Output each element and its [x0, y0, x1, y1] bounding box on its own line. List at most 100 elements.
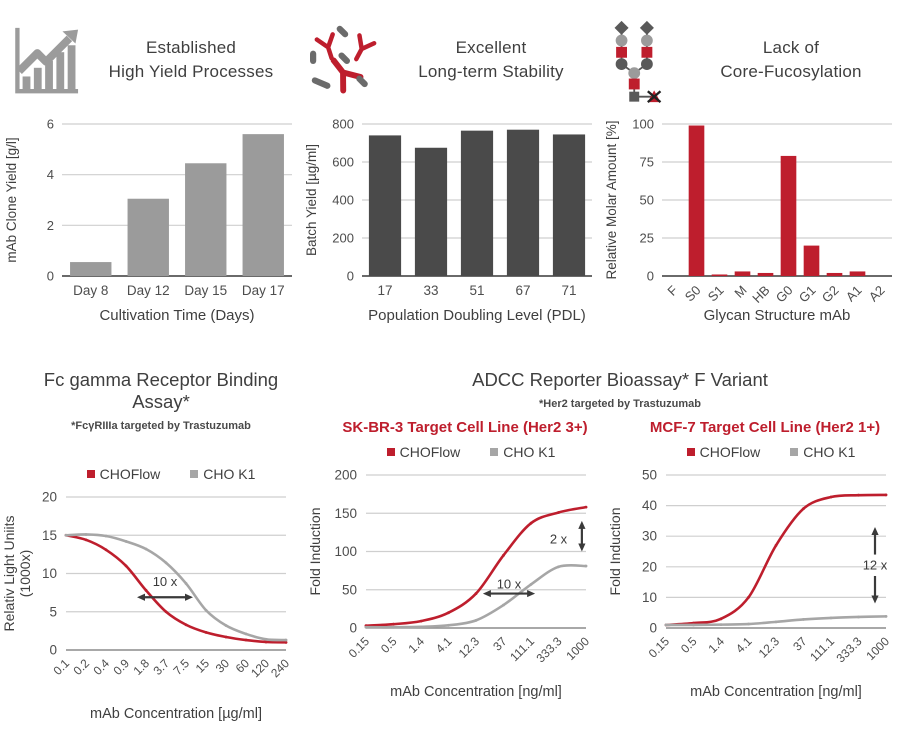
- y-axis-label: Relativ Light Uniits: [1, 516, 17, 632]
- data-point: [584, 505, 588, 509]
- fold-shift-label: 12 x: [863, 557, 888, 572]
- icon-box: [300, 20, 392, 100]
- x-axis-label: mAb Concentration [ng/ml]: [390, 684, 562, 700]
- data-point: [164, 610, 168, 614]
- icon-box: [0, 21, 92, 99]
- series-line: [364, 563, 588, 629]
- arrow-head: [578, 543, 586, 552]
- data-point: [144, 588, 148, 592]
- x-tick-label: 7.5: [170, 656, 192, 678]
- bar: [780, 155, 797, 276]
- data-point: [392, 622, 395, 626]
- bar: [506, 129, 540, 276]
- data-point: [264, 640, 268, 644]
- y-tick-label: 0: [347, 269, 354, 284]
- bar: [414, 147, 448, 276]
- fold-shift-label: 2 x: [550, 531, 568, 546]
- panel-header: Established High Yield Processes: [0, 12, 300, 108]
- arrow-head: [578, 520, 586, 529]
- y-tick-label: 100: [632, 117, 654, 132]
- chok1-swatch-icon: [190, 470, 199, 478]
- y-tick-label: 10: [642, 590, 657, 605]
- y-tick-label: 600: [332, 155, 354, 170]
- bar: [185, 163, 227, 276]
- legend-label: CHO K1: [503, 444, 556, 460]
- y-axis-label: (1000x): [17, 550, 33, 597]
- x-tick-label: Day 8: [73, 283, 108, 298]
- data-point: [284, 640, 288, 644]
- x-tick-label: 4.1: [733, 634, 755, 656]
- x-tick-label: 120: [248, 656, 272, 680]
- x-tick-label: 67: [515, 283, 530, 298]
- y-tick-label: 2: [47, 218, 54, 233]
- data-point: [802, 507, 805, 511]
- x-tick-label: 240: [268, 656, 292, 680]
- x-tick-label: S1: [705, 283, 727, 305]
- legend-item-chok1: CHO K1: [190, 466, 255, 482]
- arrow-head: [871, 527, 879, 536]
- x-tick-label: A2: [866, 283, 888, 305]
- batch-yield-chart: 0 200 400 600 800 17 33 51 67 71 Population Doubli…: [304, 117, 592, 324]
- y-axis-label: Batch Yield [µg/ml]: [304, 144, 319, 256]
- x-tick-label: 33: [423, 283, 438, 298]
- skbr3-panel: SK-BR-3 Target Cell Line (Her2 3+) CHOFl…: [300, 419, 600, 720]
- y-tick-label: 400: [332, 193, 354, 208]
- data-point: [124, 539, 128, 543]
- x-tick-label: 17: [377, 283, 392, 298]
- x-axis-label: Glycan Structure mAb: [704, 307, 851, 324]
- mcf7-panel: MCF-7 Target Cell Line (Her2 1+) CHOFlow…: [600, 419, 900, 720]
- y-tick-label: 0: [649, 621, 657, 636]
- panel-title-line1: Established: [145, 38, 237, 58]
- series-line: [364, 505, 588, 628]
- bar: [734, 271, 751, 276]
- bar: [70, 262, 112, 276]
- adcc-sub-row: SK-BR-3 Target Cell Line (Her2 3+) CHOFl…: [300, 419, 900, 720]
- y-tick-label: 0: [349, 621, 357, 636]
- data-point: [719, 623, 723, 627]
- x-tick-label: 1000: [863, 634, 892, 663]
- icon-box: [600, 17, 692, 103]
- x-tick-label: 1.8: [130, 656, 152, 678]
- y-tick-label: 4: [47, 167, 54, 182]
- legend-label: CHOFlow: [699, 444, 761, 460]
- data-point: [144, 547, 148, 551]
- legend-item-choflow: CHOFlow: [686, 444, 761, 460]
- y-tick-label: 200: [332, 231, 354, 246]
- top-panel-high-yield: Established High Yield Processes 0 2 4 6 Day…: [0, 12, 300, 345]
- legend-item-chok1: CHO K1: [790, 444, 855, 460]
- bar: [711, 274, 728, 276]
- y-axis-label: Fold Induction: [307, 508, 323, 596]
- data-point: [529, 582, 533, 586]
- data-point: [692, 623, 695, 627]
- fcgr-assay-title: Fc gamma Receptor Binding Assay*: [43, 369, 279, 412]
- x-tick-label: 51: [469, 283, 484, 298]
- y-tick-label: 40: [642, 498, 657, 513]
- x-tick-label: M: [731, 283, 749, 301]
- x-tick-label: 0.1: [50, 656, 72, 678]
- x-tick-label: Day 12: [127, 283, 170, 298]
- legend: CHOFlow CHO K1: [0, 463, 300, 485]
- data-point: [857, 493, 860, 497]
- x-axis-label: mAb Concentration [µg/ml]: [90, 706, 262, 722]
- x-tick-label: 111.1: [807, 634, 837, 664]
- data-point: [204, 608, 208, 612]
- bar: [242, 134, 284, 276]
- arrow-head: [137, 593, 145, 601]
- data-point: [884, 493, 888, 497]
- data-point: [64, 533, 68, 537]
- x-tick-label: 333.3: [533, 634, 564, 665]
- legend-item-choflow: CHOFlow: [386, 444, 460, 460]
- y-tick-label: 0: [49, 643, 57, 658]
- data-point: [447, 611, 450, 615]
- arrow-head: [482, 589, 491, 598]
- chok1-swatch-icon: [790, 448, 799, 456]
- panel-title-line1: Excellent: [455, 38, 527, 58]
- fcgr-assay-subtitle: *FcγRIIIa targeted by Trastuzumab: [71, 420, 251, 432]
- x-tick-label: Day 15: [184, 283, 227, 298]
- glycan-structure-icon: [614, 20, 662, 103]
- x-tick-label: 71: [561, 283, 576, 298]
- x-axis-label: mAb Concentration [ng/ml]: [690, 684, 862, 700]
- legend-label: CHOFlow: [99, 466, 161, 482]
- bar: [849, 271, 866, 276]
